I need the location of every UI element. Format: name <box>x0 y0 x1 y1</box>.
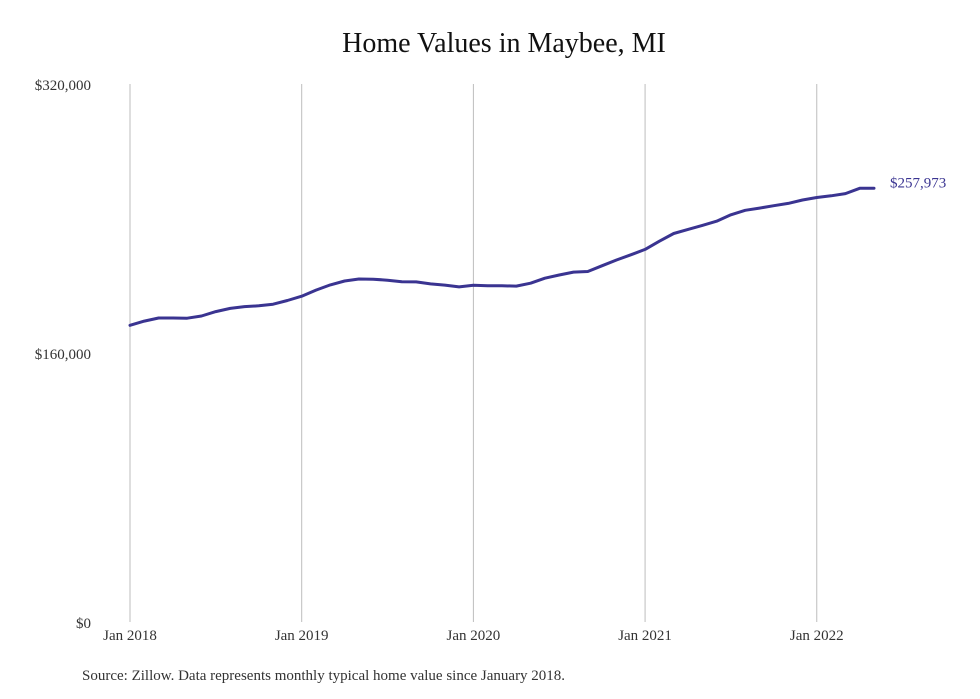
series-layer: $257,973 <box>128 175 946 327</box>
x-tick-label: Jan 2021 <box>618 628 672 644</box>
x-tick-label: Jan 2019 <box>275 628 329 644</box>
y-tick-label: $320,000 <box>35 78 91 94</box>
home-value-line <box>128 186 876 327</box>
chart-title: Home Values in Maybee, MI <box>342 28 666 59</box>
source-note: Source: Zillow. Data represents monthly … <box>82 668 566 684</box>
end-value-label: $257,973 <box>890 175 946 191</box>
gridlines <box>129 84 818 622</box>
x-tick-label: Jan 2018 <box>103 628 157 644</box>
y-tick-label: $160,000 <box>35 347 91 363</box>
x-tick-label: Jan 2022 <box>790 628 844 644</box>
axis-labels: Jan 2018 Jan 2019 Jan 2020 Jan 2021 Jan 2022… <box>35 78 844 644</box>
y-tick-label: $0 <box>76 616 91 632</box>
x-tick-label: Jan 2020 <box>447 628 501 644</box>
